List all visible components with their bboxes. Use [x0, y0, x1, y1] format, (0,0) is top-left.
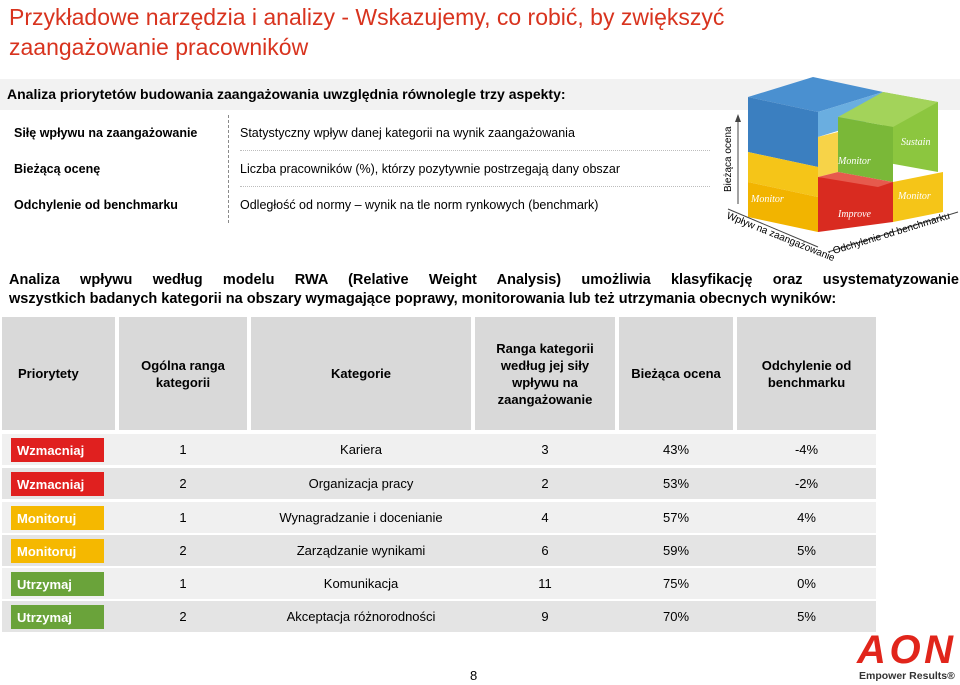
- cube-green-top: [838, 92, 938, 127]
- aspect-description: Statystyczny wpływ danej kategorii na wy…: [240, 126, 575, 140]
- aon-logo: AON Empower Results®: [856, 628, 955, 682]
- current-score: 59%: [662, 543, 690, 558]
- current-score: 57%: [662, 510, 690, 525]
- aspect-row-score: Bieżącą ocenę Liczba pracowników (%), kt…: [0, 151, 715, 187]
- cube-label-sustain: Sustain: [901, 137, 930, 148]
- subtitle: Analiza priorytetów budowania zaangażowa…: [7, 86, 566, 102]
- intro-line-1: Analiza wpływu według modelu RWA (Relati…: [9, 272, 959, 288]
- aon-logo-wordmark: AON: [856, 628, 954, 672]
- benchmark-deviation: 0%: [797, 576, 816, 591]
- priority-badge: Utrzymaj: [11, 605, 104, 629]
- cube-yellow-right: [893, 172, 943, 222]
- priority-table: Priorytety Ogólna ranga kategorii Katego…: [2, 317, 876, 632]
- impact-rank: 4: [541, 510, 549, 525]
- table-row: Wzmacniaj 2 Organizacja pracy 2 53% -2%: [2, 468, 876, 499]
- cube-yellow-left: [748, 182, 818, 232]
- category: Zarządzanie wynikami: [296, 543, 426, 558]
- aspect-row-benchmark: Odchylenie od benchmarku Odległość od no…: [0, 187, 715, 223]
- overall-rank: 1: [179, 442, 187, 457]
- benchmark-deviation: 5%: [797, 543, 816, 558]
- aspect-description: Odległość od normy – wynik na tle norm r…: [240, 198, 599, 212]
- cube-red-top: [818, 172, 893, 187]
- table-row: Utrzymaj 1 Komunikacja 11 75% 0%: [2, 568, 876, 599]
- category: Kariera: [340, 442, 382, 457]
- cube-axis-vertical: Bieżąca ocena: [723, 126, 734, 192]
- overall-rank: 2: [179, 543, 187, 558]
- priority-badge: Wzmacniaj: [11, 438, 104, 462]
- page-number: 8: [470, 668, 478, 683]
- aspect-divider: [228, 115, 229, 223]
- aspect-name: Bieżącą ocenę: [14, 162, 101, 176]
- cube-vertical-arrow: [735, 114, 741, 122]
- cube-top-back: [748, 77, 883, 112]
- overall-rank: 2: [179, 609, 187, 624]
- header-overall-rank: Ogólna ranga kategorii: [119, 317, 247, 430]
- overall-rank: 1: [179, 510, 187, 525]
- cube-label-monitor-right: Monitor: [897, 191, 931, 202]
- header-current-score: Bieżąca ocena: [619, 317, 733, 430]
- category: Komunikacja: [323, 576, 399, 591]
- current-score: 43%: [662, 442, 690, 457]
- current-score: 70%: [662, 609, 690, 624]
- priority-cube-diagram: Bieżąca ocena Monitor Sustain Monitor Im…: [723, 77, 959, 262]
- overall-rank: 1: [179, 576, 187, 591]
- impact-rank: 11: [538, 576, 552, 591]
- current-score: 53%: [662, 476, 690, 491]
- cube-label-improve: Improve: [837, 209, 872, 220]
- priority-badge: Utrzymaj: [11, 572, 104, 596]
- cube-red-front: [818, 177, 893, 232]
- cube-left-axis: [727, 208, 819, 248]
- aspect-separator: [240, 150, 710, 151]
- cube-top-left: [748, 97, 818, 167]
- header-priorities: Priorytety: [2, 317, 115, 430]
- aspect-name: Odchylenie od benchmarku: [14, 198, 178, 212]
- category: Organizacja pracy: [308, 476, 414, 491]
- aspect-separator: [240, 186, 710, 187]
- header-benchmark-deviation: Odchylenie od benchmarku: [737, 317, 876, 430]
- page-title: Przykładowe narzędzia i analizy - Wskazu…: [9, 4, 725, 60]
- priority-badge: Wzmacniaj: [11, 472, 104, 496]
- benchmark-deviation: 5%: [797, 609, 816, 624]
- aspect-row-impact: Siłę wpływu na zaangażowanie Statystyczn…: [0, 115, 715, 151]
- benchmark-deviation: 4%: [797, 510, 816, 525]
- cube-yellow-mid: [818, 132, 838, 177]
- aon-logo-tagline: Empower Results®: [859, 670, 955, 682]
- table-row: Utrzymaj 2 Akceptacja różnorodności 9 70…: [2, 601, 876, 632]
- impact-rank: 9: [541, 609, 549, 624]
- impact-rank: 2: [541, 476, 549, 491]
- cube-label-monitor-top: Monitor: [837, 156, 871, 167]
- impact-rank: 3: [541, 442, 549, 457]
- table-row: Monitoruj 1 Wynagradzanie i docenianie 4…: [2, 502, 876, 533]
- cube-right-axis: [827, 211, 959, 253]
- benchmark-deviation: -4%: [794, 442, 819, 457]
- table-row: Wzmacniaj 1 Kariera 3 43% -4%: [2, 434, 876, 465]
- benchmark-deviation: -2%: [794, 476, 819, 491]
- cube-label-monitor-left: Monitor: [750, 194, 784, 205]
- category: Wynagradzanie i docenianie: [279, 510, 443, 525]
- cube-green-front: [838, 117, 893, 182]
- header-impact-rank: Ranga kategorii według jej siły wpływu n…: [475, 317, 615, 430]
- aspect-description: Liczba pracowników (%), którzy pozytywni…: [240, 162, 621, 176]
- overall-rank: 2: [179, 476, 187, 491]
- aspect-name: Siłę wpływu na zaangażowanie: [14, 126, 198, 140]
- priority-badge: Monitoruj: [11, 506, 104, 530]
- header-categories: Kategorie: [251, 317, 471, 430]
- impact-rank: 6: [541, 543, 549, 558]
- current-score: 75%: [662, 576, 690, 591]
- priority-badge: Monitoruj: [11, 539, 104, 563]
- category: Akceptacja różnorodności: [286, 609, 436, 624]
- intro-line-2: wszystkich badanych kategorii na obszary…: [9, 291, 837, 307]
- table-row: Monitoruj 2 Zarządzanie wynikami 6 59% 5…: [2, 535, 876, 566]
